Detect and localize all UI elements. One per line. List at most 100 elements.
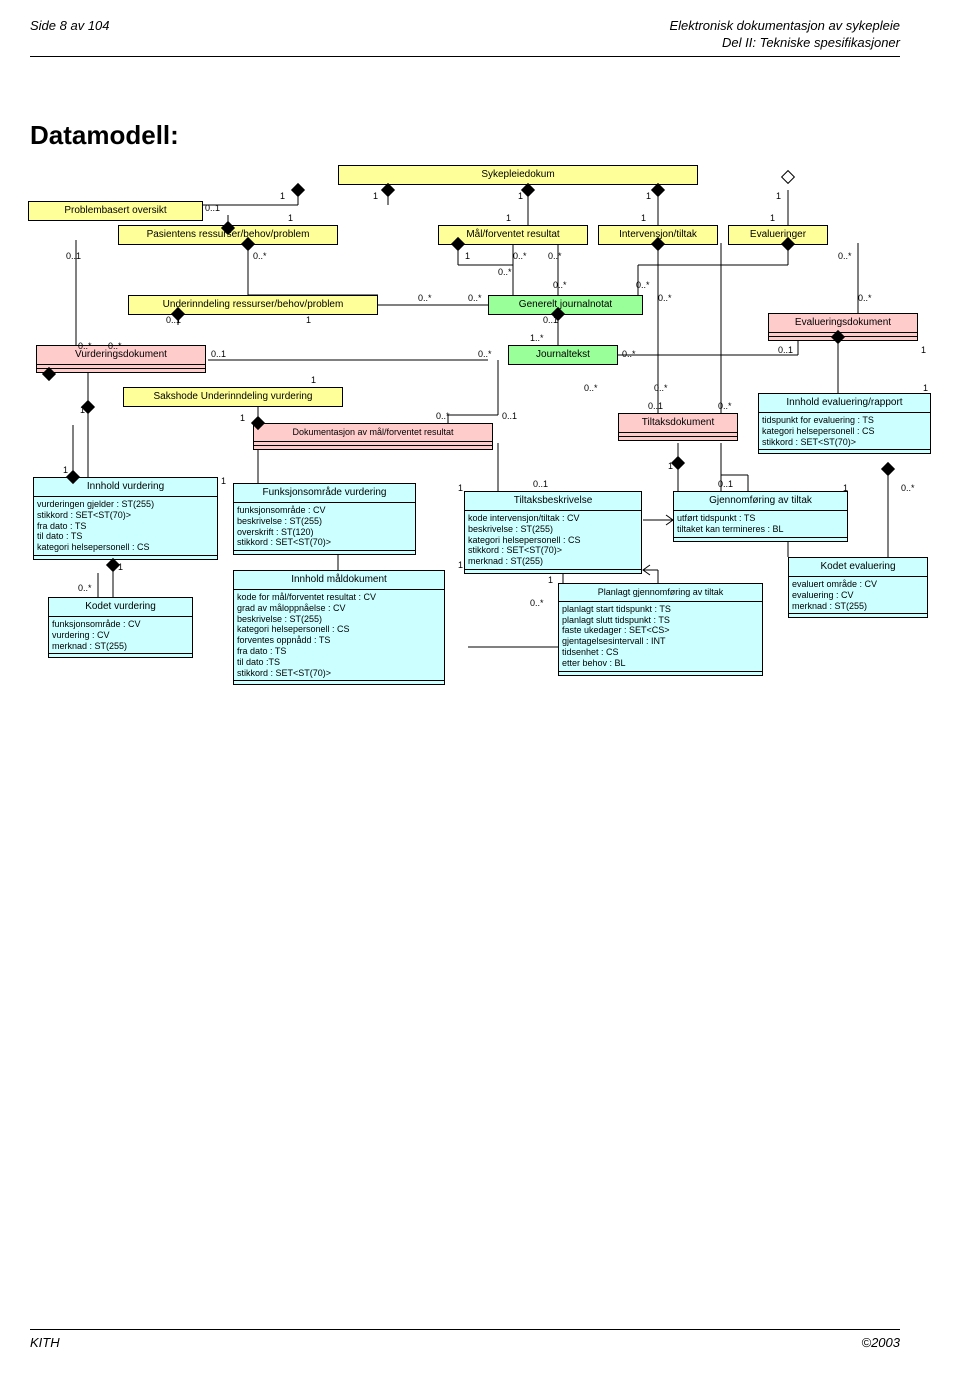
class-problembasert: Problembasert oversikt	[28, 201, 203, 221]
class-innhold-evaluering: Innhold evaluering/rapport tidspunkt for…	[758, 393, 931, 454]
page-title: Datamodell:	[30, 120, 179, 151]
attrs-funksjon: funksjonsområde : CV beskrivelse : ST(25…	[234, 502, 415, 550]
diamond-icon	[291, 183, 305, 197]
title-dokumentasjon: Dokumentasjon av mål/forventet resultat	[254, 424, 492, 441]
mult: 0..1	[533, 479, 548, 489]
mult: 0..*	[901, 483, 915, 493]
mult: 0..*	[468, 293, 482, 303]
attr: tidsenhet : CS	[562, 647, 759, 658]
title-funksjon: Funksjonsområde vurdering	[234, 484, 415, 502]
attr: planlagt slutt tidspunkt : TS	[562, 615, 759, 626]
title-innhold-mal: Innhold måldokument	[234, 571, 444, 589]
page-header-right: Elektronisk dokumentasjon av sykepleie D…	[669, 18, 900, 52]
mult: 1	[506, 213, 511, 223]
attr: stikkord : SET<ST(70)>	[237, 668, 441, 679]
attr: stikkord : SET<ST(70)>	[37, 510, 214, 521]
title-innhold-evaluering: Innhold evaluering/rapport	[759, 394, 930, 412]
mult: 0..*	[513, 251, 527, 261]
attr: kategori helsepersonell : CS	[37, 542, 214, 553]
attr: kategori helsepersonell : CS	[762, 426, 927, 437]
attr: overskrift : ST(120)	[237, 527, 412, 538]
title-tiltaksdokument: Tiltaksdokument	[619, 414, 737, 432]
attrs-gjennom: utført tidspunkt : TS tiltaket kan termi…	[674, 510, 847, 537]
attr: forventes oppnådd : TS	[237, 635, 441, 646]
diamond-open-icon	[781, 170, 795, 184]
mult: 0..1	[718, 479, 733, 489]
attr: beskrivelse : ST(255)	[237, 516, 412, 527]
title-sykepleiedokum: Sykepleiedokum	[339, 166, 697, 184]
mult: 1	[80, 405, 85, 415]
title-tiltaks: Tiltaksbeskrivelse	[465, 492, 641, 510]
attrs-innhold-evaluering: tidspunkt for evaluering : TS kategori h…	[759, 412, 930, 449]
mult: 0..*	[530, 598, 544, 608]
attr: kode for mål/forventet resultat : CV	[237, 592, 441, 603]
attrs-kodet-vurdering: funksjonsområde : CV vurdering : CV merk…	[49, 616, 192, 653]
attr: beskrivelse : ST(255)	[237, 614, 441, 625]
header-title-1: Elektronisk dokumentasjon av sykepleie	[669, 18, 900, 35]
mult: 0..*	[636, 280, 650, 290]
mult: 0..1	[778, 345, 793, 355]
mult: 0..*	[548, 251, 562, 261]
attr: faste ukedager : SET<CS>	[562, 625, 759, 636]
class-underinndeling: Underinndeling ressurser/behov/problem	[128, 295, 378, 315]
mult: 1	[458, 560, 463, 570]
attr: tiltaket kan termineres : BL	[677, 524, 844, 535]
attr: utført tidspunkt : TS	[677, 513, 844, 524]
title-evalueringsdokument: Evalueringsdokument	[769, 314, 917, 332]
mult: 1	[770, 213, 775, 223]
mult: 1	[240, 413, 245, 423]
mult: 1	[668, 461, 673, 471]
class-sakshode: Sakshode Underinndeling vurdering	[123, 387, 343, 407]
footer-right: ©2003	[862, 1335, 901, 1350]
mult: 0..*	[436, 411, 450, 421]
attr: merknad : ST(255)	[52, 641, 189, 652]
attr: etter behov : BL	[562, 658, 759, 669]
attr: til dato :TS	[237, 657, 441, 668]
attr: grad av måloppnåelse : CV	[237, 603, 441, 614]
diamond-icon	[651, 183, 665, 197]
attr: kode intervensjon/tiltak : CV	[468, 513, 638, 524]
mult: 0..*	[108, 341, 122, 351]
header-title-2: Del II: Tekniske spesifikasjoner	[669, 35, 900, 52]
footer-left: KITH	[30, 1335, 60, 1350]
class-tiltaks: Tiltaksbeskrivelse kode intervensjon/til…	[464, 491, 642, 574]
mult: 0..*	[718, 401, 732, 411]
class-kodet-eval: Kodet evaluering evaluert område : CV ev…	[788, 557, 928, 618]
mult: 0..1	[502, 411, 517, 421]
mult: 1	[921, 345, 926, 355]
mult: 0..*	[553, 280, 567, 290]
attrs-tiltaks: kode intervensjon/tiltak : CV beskrivels…	[465, 510, 641, 569]
title-generelt: Generelt journalnotat	[489, 296, 642, 314]
title-gjennomforing: Gjennomføring av tiltak	[674, 492, 847, 510]
diamond-icon	[521, 183, 535, 197]
attr: vurderingen gjelder : ST(255)	[37, 499, 214, 510]
mult: 1	[923, 383, 928, 393]
class-kodet-vurdering: Kodet vurdering funksjonsområde : CV vur…	[48, 597, 193, 658]
attr: merknad : ST(255)	[792, 601, 924, 612]
class-journaltekst: Journaltekst	[508, 345, 618, 365]
attr: kategori helsepersonell : CS	[237, 624, 441, 635]
mult: 0..*	[498, 267, 512, 277]
uml-diagram: Sykepleiedokum Problembasert oversikt Pa…	[18, 165, 936, 765]
mult: 0..*	[622, 349, 636, 359]
mult: 0..*	[658, 293, 672, 303]
attr: evaluert område : CV	[792, 579, 924, 590]
mult: 0..*	[78, 583, 92, 593]
mult: 0..1	[543, 315, 558, 325]
mult: 0..*	[584, 383, 598, 393]
title-innhold-vurdering: Innhold vurdering	[34, 478, 217, 496]
mult: 1	[118, 562, 123, 572]
mult: 0..*	[418, 293, 432, 303]
attrs-innhold-mal: kode for mål/forventet resultat : CV gra…	[234, 589, 444, 680]
mult: 1	[221, 476, 226, 486]
mult: 1	[465, 251, 470, 261]
mult: 0..1	[648, 401, 663, 411]
mult: 0..1	[166, 315, 181, 325]
class-evalueringer: Evalueringer	[728, 225, 828, 245]
mult: 0..*	[858, 293, 872, 303]
footer-divider	[30, 1329, 900, 1330]
mult: 0..*	[78, 341, 92, 351]
mult: 0..1	[211, 349, 226, 359]
title-planlagt: Planlagt gjennomføring av tiltak	[559, 584, 762, 601]
attr: til dato : TS	[37, 531, 214, 542]
